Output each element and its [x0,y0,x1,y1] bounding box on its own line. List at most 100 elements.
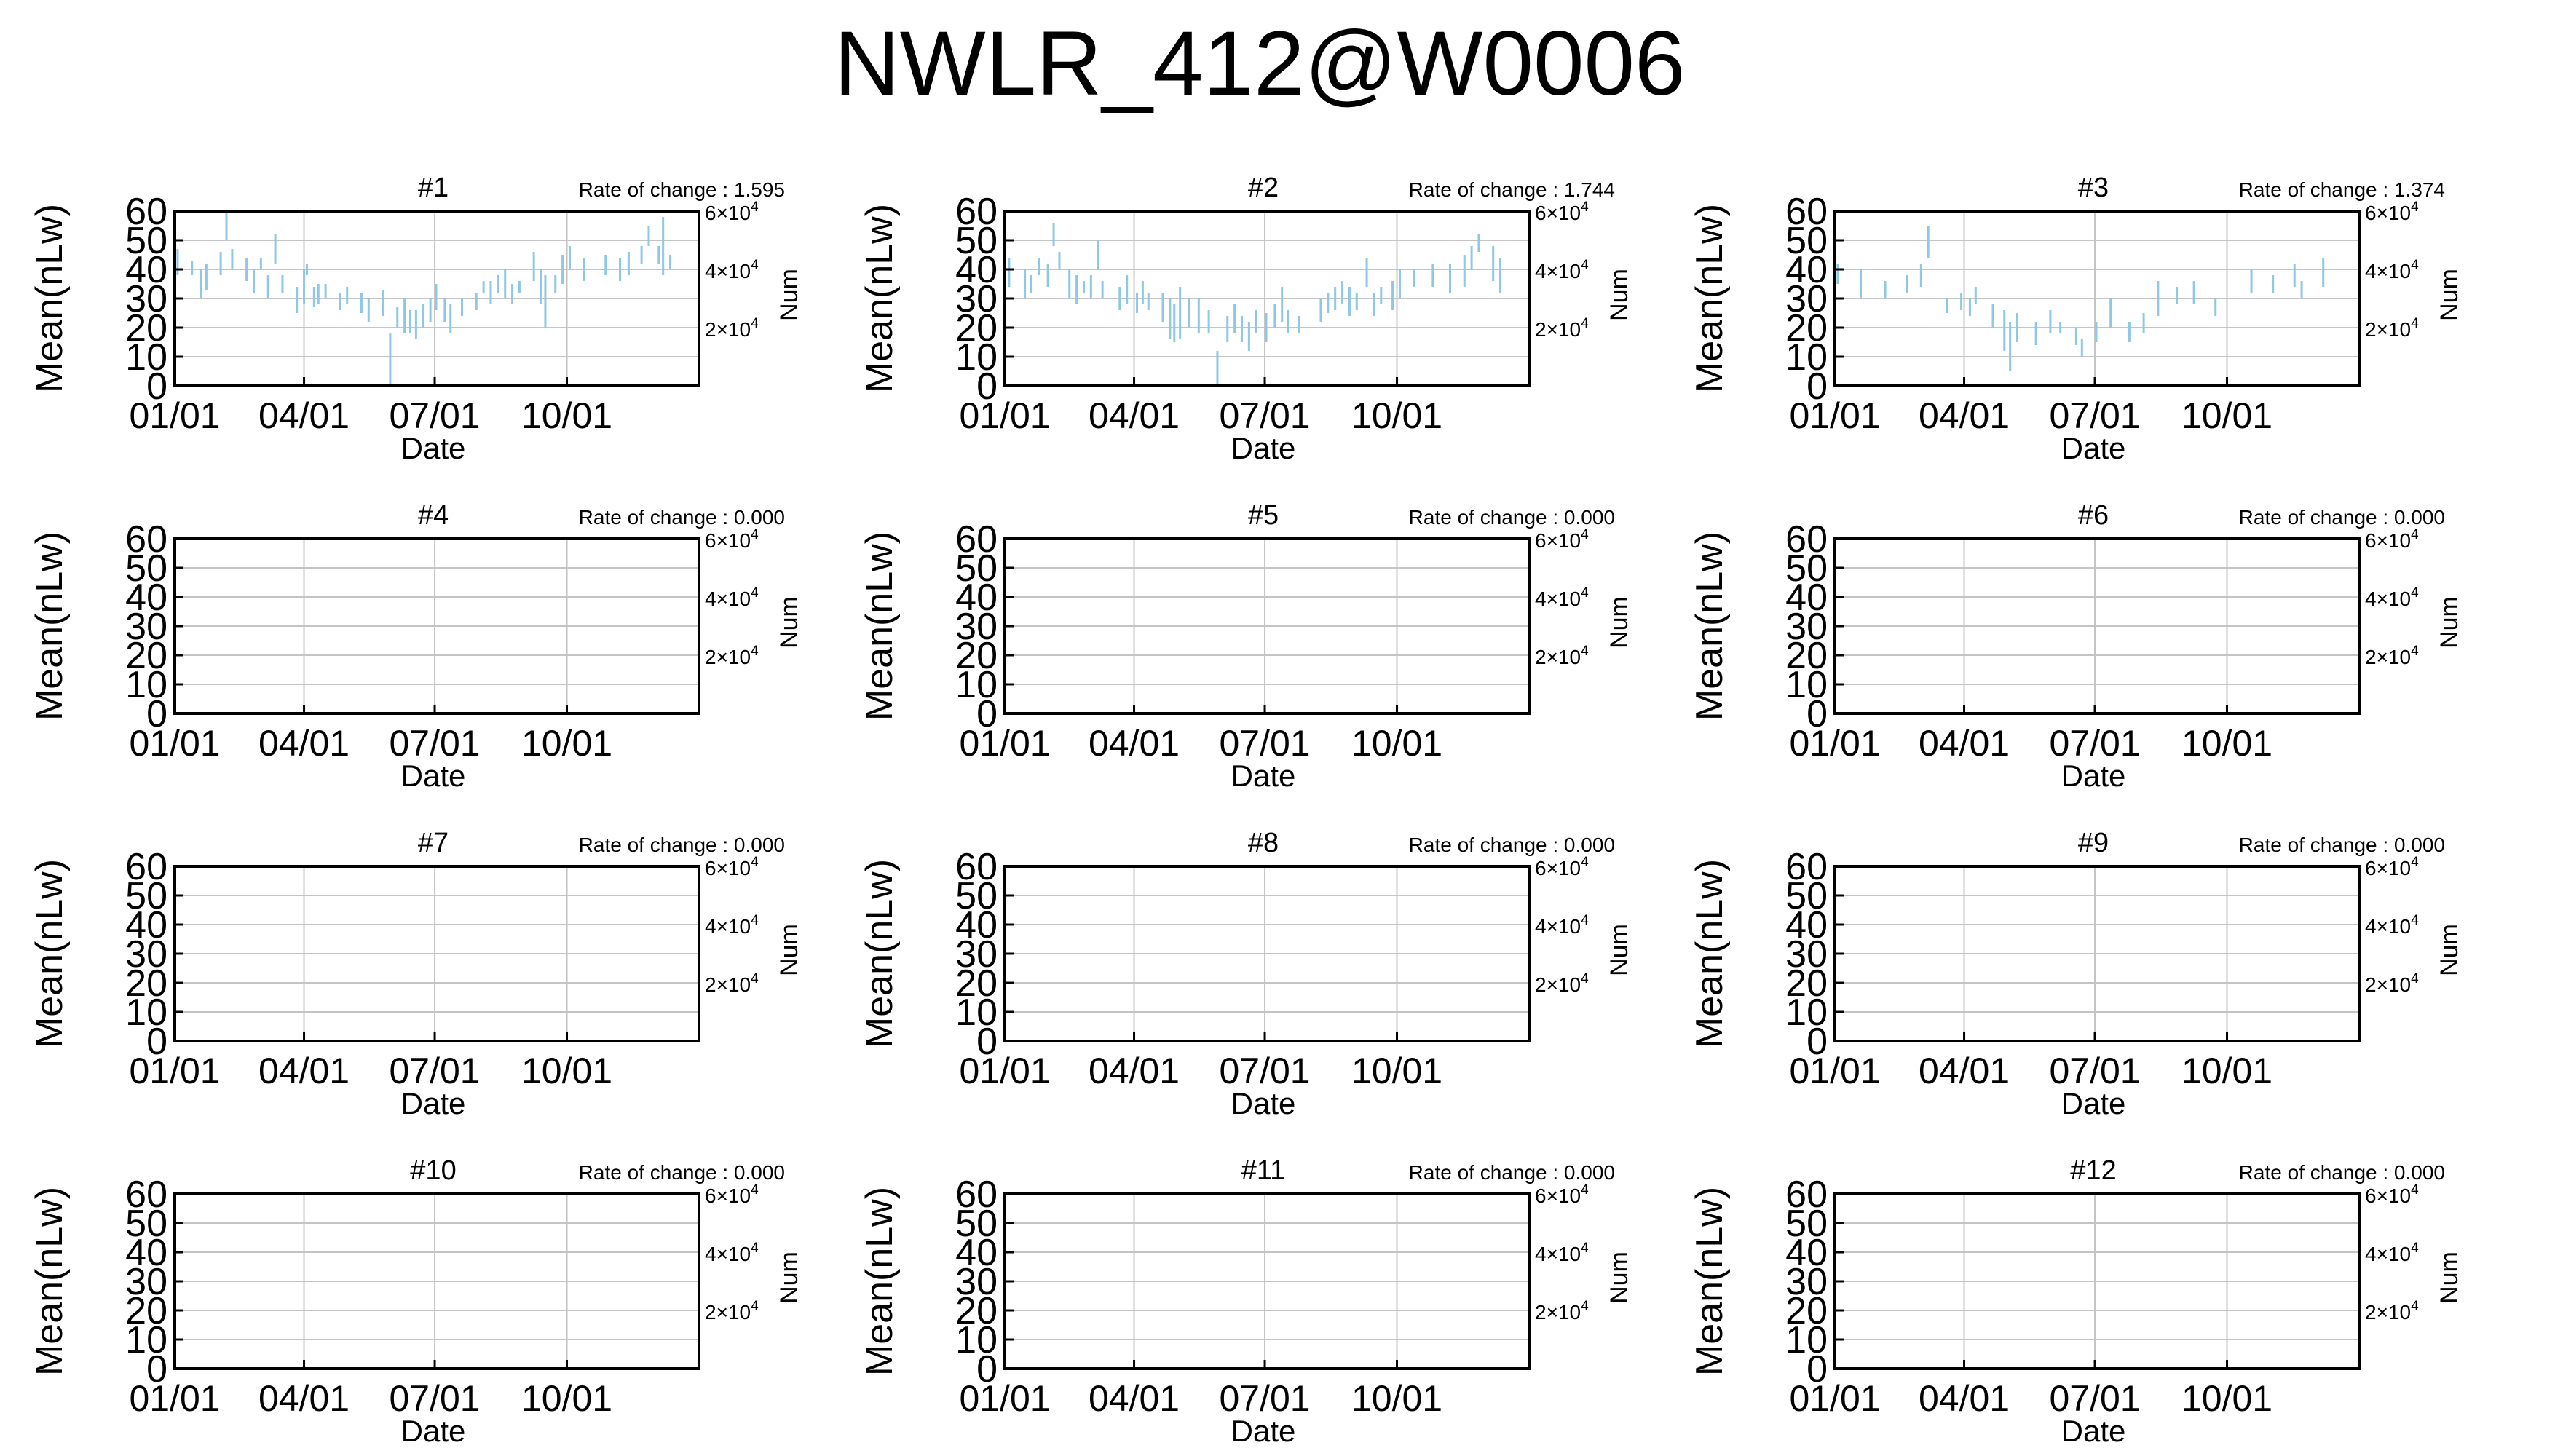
y2-tick-exponent: 4 [2411,199,2419,215]
panel-title: #12 [2070,1155,2116,1186]
y-tick-label: 50 [1785,547,1828,590]
figure-title: NWLR_412@W0006 [834,13,1685,114]
y-axis-label: Mean(nLw) [28,1187,71,1376]
y2-tick-mantissa: 6×10 [2365,202,2411,224]
y2-tick-mantissa: 4×10 [705,915,751,938]
x-tick-label: 01/01 [959,1051,1050,1091]
y-tick-label: 40 [125,249,167,291]
y-tick-label: 40 [1785,577,1828,619]
x-tick-label: 10/01 [521,1051,612,1091]
y2-tick-mantissa: 4×10 [705,1243,751,1265]
y2-tick-exponent: 4 [1581,644,1589,659]
y-tick-label: 60 [125,1174,167,1216]
y2-tick-mantissa: 6×10 [1535,857,1581,879]
y-tick-label: 60 [1785,1174,1828,1216]
y-tick-label: 0 [146,1348,167,1390]
y2-tick-exponent: 4 [751,585,759,601]
rate-of-change: Rate of change : 0.000 [2239,834,2445,856]
x-tick-label: 04/01 [1089,1378,1180,1419]
y2-tick-mantissa: 4×10 [2365,260,2411,282]
y2-tick-label: 2×104 [705,316,759,341]
y2-tick-exponent: 4 [2411,316,2419,331]
x-axis-label: Date [2061,431,2126,465]
x-axis-label: Date [2061,1414,2126,1448]
y-tick-label: 30 [955,933,998,976]
y-tick-label: 20 [955,635,998,677]
y-tick-label: 40 [955,577,998,619]
y2-tick-label: 2×104 [1535,316,1589,341]
y2-tick-mantissa: 2×10 [2365,646,2411,668]
y-tick-label: 10 [1785,1319,1828,1361]
x-tick-label: 04/01 [1089,1051,1180,1091]
y2-axis-label: Num [775,269,803,321]
y-tick-label: 20 [955,962,998,1005]
y-tick-label: 60 [955,1174,998,1216]
y2-axis-label: Num [2436,269,2463,321]
y2-tick-label: 6×104 [705,855,759,879]
x-tick-label: 04/01 [258,1051,350,1091]
rate-of-change: Rate of change : 0.000 [2239,1161,2445,1184]
y2-tick-label: 6×104 [1535,527,1589,552]
y-tick-label: 0 [976,1348,998,1390]
y2-tick-exponent: 4 [751,199,759,215]
y2-tick-mantissa: 6×10 [1535,202,1581,224]
y2-tick-label: 6×104 [705,1182,759,1207]
y2-tick-label: 4×104 [1535,585,1589,610]
x-tick-label: 10/01 [2181,1051,2272,1091]
panel-title: #8 [1248,828,1279,858]
y2-tick-label: 6×104 [2365,527,2419,552]
y2-tick-label: 2×104 [705,971,759,996]
y-axis-label: Mean(nLw) [858,1187,901,1376]
rate-of-change: Rate of change : 0.000 [1409,506,1615,529]
y2-tick-label: 2×104 [1535,644,1589,668]
y2-tick-exponent: 4 [2411,585,2419,601]
y-tick-label: 0 [1806,1348,1828,1390]
x-tick-label: 04/01 [258,723,350,764]
x-tick-label: 07/01 [389,723,480,764]
y2-tick-mantissa: 6×10 [1535,1184,1581,1207]
y2-tick-label: 2×104 [705,1299,759,1324]
y2-tick-mantissa: 6×10 [2365,1184,2411,1207]
rate-of-change: Rate of change : 0.000 [2239,506,2445,529]
y-tick-label: 30 [955,606,998,648]
y2-axis-label: Num [1606,596,1633,649]
y-tick-label: 60 [125,846,167,888]
y2-tick-exponent: 4 [751,855,759,870]
x-axis-label: Date [401,431,466,465]
y2-tick-label: 4×104 [705,913,759,938]
x-tick-label: 07/01 [2049,395,2140,436]
y2-tick-exponent: 4 [751,1241,759,1256]
x-tick-label: 01/01 [1789,395,1880,436]
y2-tick-label: 4×104 [2365,1241,2419,1265]
y-tick-label: 50 [955,1203,998,1245]
y2-tick-mantissa: 2×10 [705,646,751,668]
y-axis-label: Mean(nLw) [1689,859,1731,1048]
y2-tick-mantissa: 6×10 [705,857,751,879]
y2-tick-mantissa: 4×10 [705,587,751,610]
y2-axis-label: Num [775,1251,803,1304]
x-tick-label: 01/01 [959,1378,1050,1419]
y-tick-label: 10 [1785,664,1828,706]
y-tick-label: 60 [1785,846,1828,888]
x-tick-label: 04/01 [1089,395,1180,436]
y2-tick-label: 2×104 [2365,316,2419,341]
x-axis-label: Date [2061,759,2126,793]
y2-tick-exponent: 4 [2411,527,2419,542]
x-axis-label: Date [1231,1414,1296,1448]
x-tick-label: 01/01 [1789,1051,1880,1091]
y2-tick-label: 4×104 [2365,913,2419,938]
y-tick-label: 40 [1785,904,1828,946]
y-tick-label: 0 [1806,365,1828,408]
y2-tick-label: 2×104 [2365,644,2419,668]
x-tick-label: 10/01 [2181,1378,2272,1419]
panel-title: #3 [2078,173,2109,203]
y2-tick-exponent: 4 [1581,1299,1589,1314]
y-tick-label: 30 [955,278,998,320]
y2-tick-exponent: 4 [2411,1182,2419,1198]
